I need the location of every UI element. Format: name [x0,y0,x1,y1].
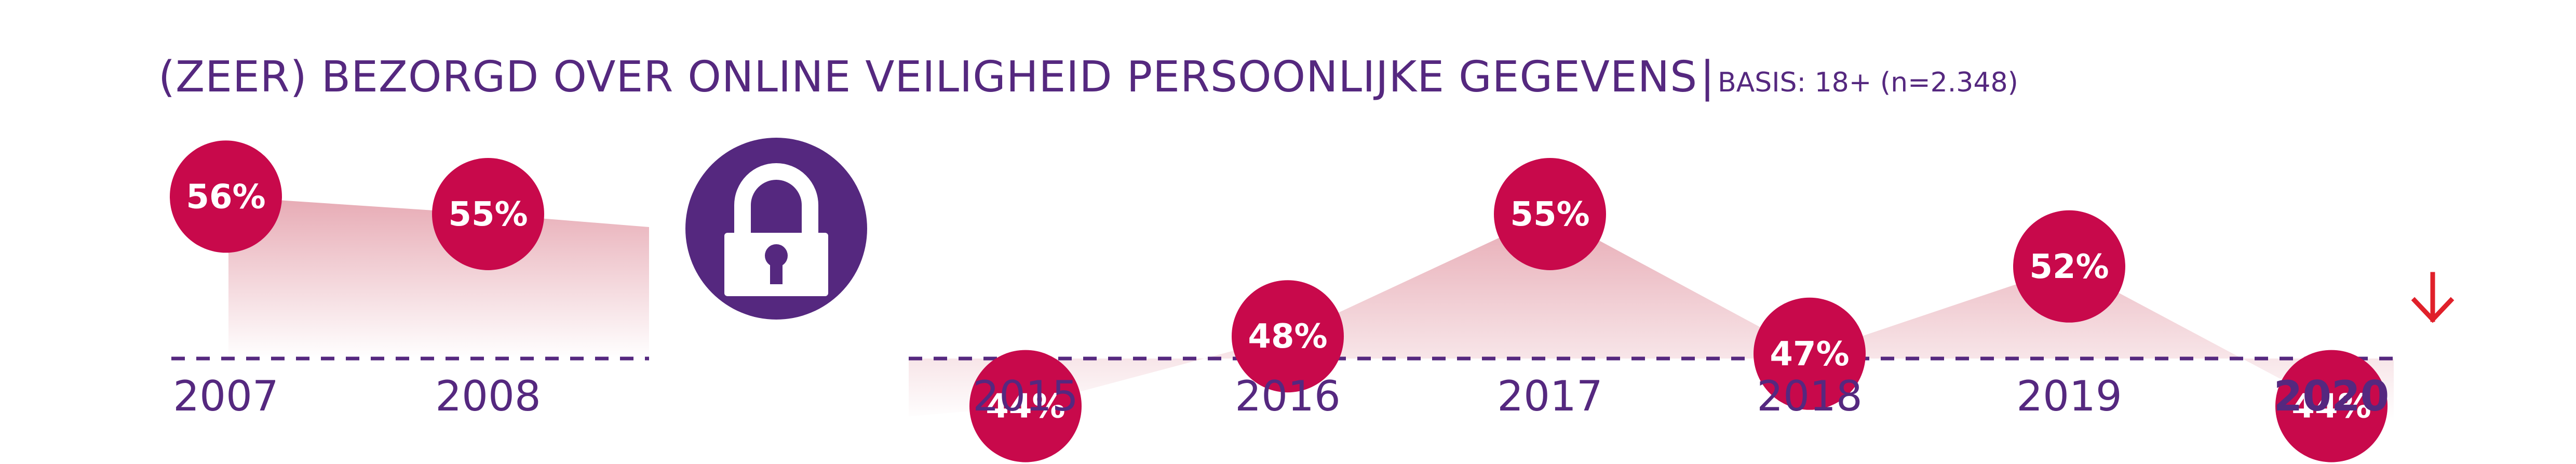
year-label-2019: 2019 [2016,372,2122,420]
value-bubble-2020 [2275,350,2388,462]
year-label-2018: 2018 [1757,372,1863,420]
title-separator: | [1700,52,1715,102]
year-label-2020: 2020 [2274,372,2390,420]
value-label-2017: 55% [1510,195,1589,234]
value-label-2007: 56% [186,178,265,216]
value-label-2015: 44% [986,388,1065,426]
value-bubble-2019 [2013,210,2125,323]
padlock-icon [685,138,867,320]
year-label-2015: 2015 [973,372,1078,420]
value-label-2018: 47% [1770,335,1849,374]
arrow-down-icon [2411,272,2454,323]
value-bubble-2015 [969,350,1082,462]
value-label-2008: 55% [448,195,528,234]
value-bubble-2017 [1494,158,1606,270]
value-bubble-2016 [1232,280,1344,393]
year-label-2008: 2008 [435,372,541,420]
area-fill-1 [226,196,649,359]
value-bubble-2007 [170,140,282,253]
value-label-2016: 48% [1248,317,1327,356]
year-label-2017: 2017 [1497,372,1603,420]
value-label-2019: 52% [2029,248,2109,286]
value-label-2020: 44% [2291,388,2371,426]
year-label-2007: 2007 [173,372,279,420]
value-bubble-2018 [1754,297,1866,410]
title-text: (ZEER) BEZORGD OVER ONLINE VEILIGHEID PE… [158,52,1698,102]
year-label-2016: 2016 [1235,372,1341,420]
area-fill-2 [909,214,2394,421]
chart-title: (ZEER) BEZORGD OVER ONLINE VEILIGHEID PE… [158,56,2018,99]
base-note: BASIS: 18+ (n=2.348) [1717,67,2018,98]
value-bubble-2008 [432,158,544,270]
